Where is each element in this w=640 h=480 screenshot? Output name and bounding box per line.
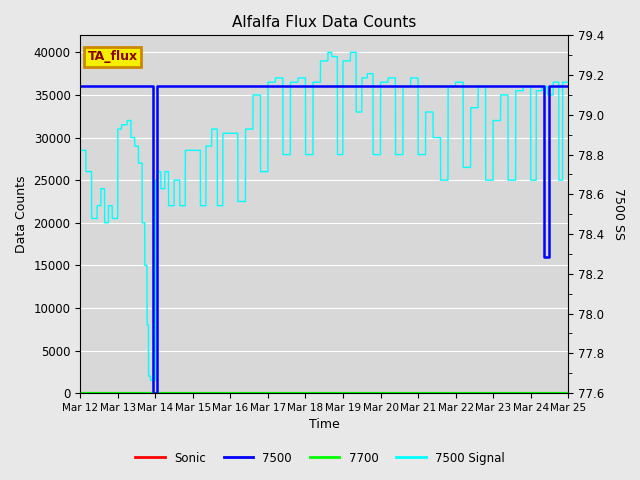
Y-axis label: 7500 SS: 7500 SS <box>612 188 625 240</box>
Y-axis label: Data Counts: Data Counts <box>15 176 28 253</box>
X-axis label: Time: Time <box>309 419 340 432</box>
Legend: Sonic, 7500, 7700, 7500 Signal: Sonic, 7500, 7700, 7500 Signal <box>131 447 509 469</box>
Text: TA_flux: TA_flux <box>88 50 138 63</box>
Title: Alfalfa Flux Data Counts: Alfalfa Flux Data Counts <box>232 15 417 30</box>
